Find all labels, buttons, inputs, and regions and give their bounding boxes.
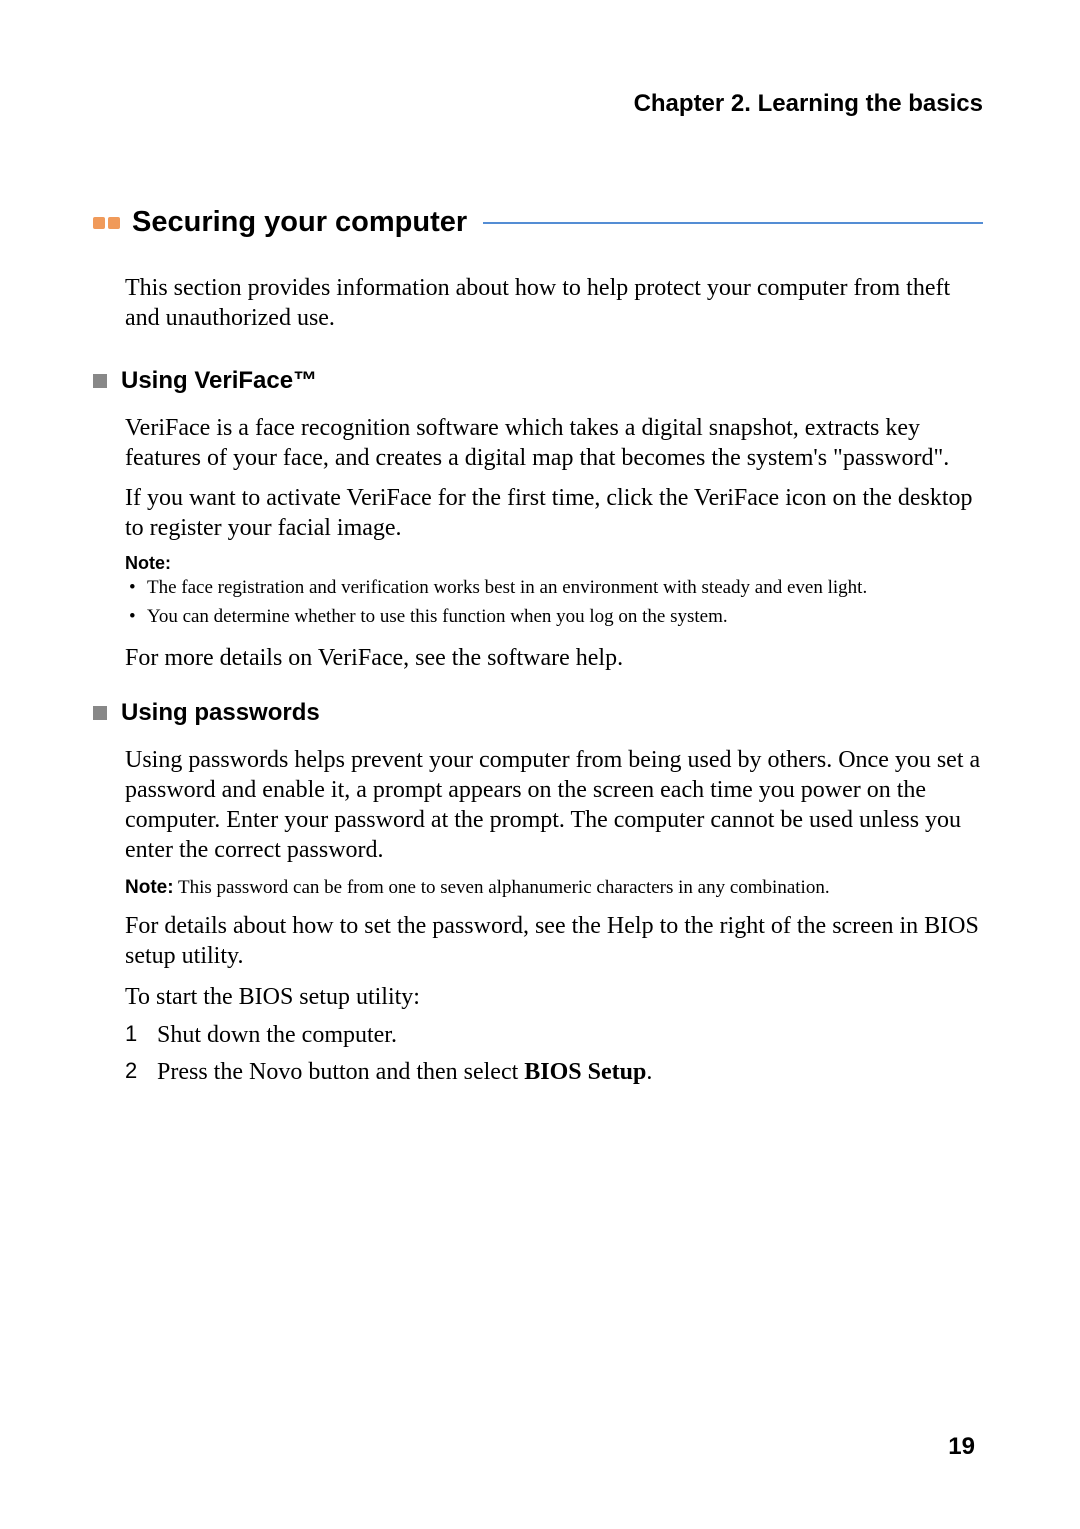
page-number: 19 [948,1433,975,1461]
step-row: 2 Press the Novo button and then select … [125,1056,983,1088]
step-post: . [646,1059,652,1085]
section-title: Securing your computer [132,206,467,239]
veriface-note-block: Note: The face registration and verifica… [125,553,983,629]
bios-steps: To start the BIOS setup utility: 1 Shut … [125,981,983,1088]
veriface-para3: For more details on VeriFace, see the so… [125,643,983,673]
section-intro: This section provides information about … [125,273,983,333]
subsection-title-passwords: Using passwords [121,699,320,727]
page-content: Chapter 2. Learning the basics Securing … [93,90,983,1092]
veriface-para2: If you want to activate VeriFace for the… [125,483,983,543]
step-text: Shut down the computer. [157,1019,983,1051]
square-bullet-icon [93,374,107,388]
note-item: You can determine whether to use this fu… [125,605,983,630]
title-rule [483,222,983,224]
orange-square-icon [108,217,120,229]
square-bullet-icon [93,706,107,720]
step-number: 1 [125,1019,143,1051]
step-bold: BIOS Setup [524,1059,646,1085]
note-text: This password can be from one to seven a… [178,877,830,898]
section-title-row: Securing your computer [93,206,983,239]
subsection-row: Using passwords [93,699,983,727]
step-row: 1 Shut down the computer. [125,1019,983,1051]
subsection-row: Using VeriFace™ [93,367,983,395]
subsection-title-veriface: Using VeriFace™ [121,367,317,395]
passwords-para2: For details about how to set the passwor… [125,911,983,971]
step-number: 2 [125,1056,143,1088]
passwords-note: Note: This password can be from one to s… [125,875,983,901]
note-label: Note: [125,877,174,898]
steps-lead: To start the BIOS setup utility: [125,981,983,1013]
veriface-para1: VeriFace is a face recognition software … [125,413,983,473]
passwords-para1: Using passwords helps prevent your compu… [125,745,983,865]
chapter-header: Chapter 2. Learning the basics [93,90,983,118]
step-pre: Press the Novo button and then select [157,1059,524,1085]
note-list: The face registration and verification w… [125,576,983,629]
orange-square-icon [93,217,105,229]
note-label: Note: [125,553,983,574]
step-pre: Shut down the computer. [157,1022,397,1048]
note-item: The face registration and verification w… [125,576,983,601]
step-text: Press the Novo button and then select BI… [157,1056,983,1088]
section-bullet-icon [93,217,120,229]
